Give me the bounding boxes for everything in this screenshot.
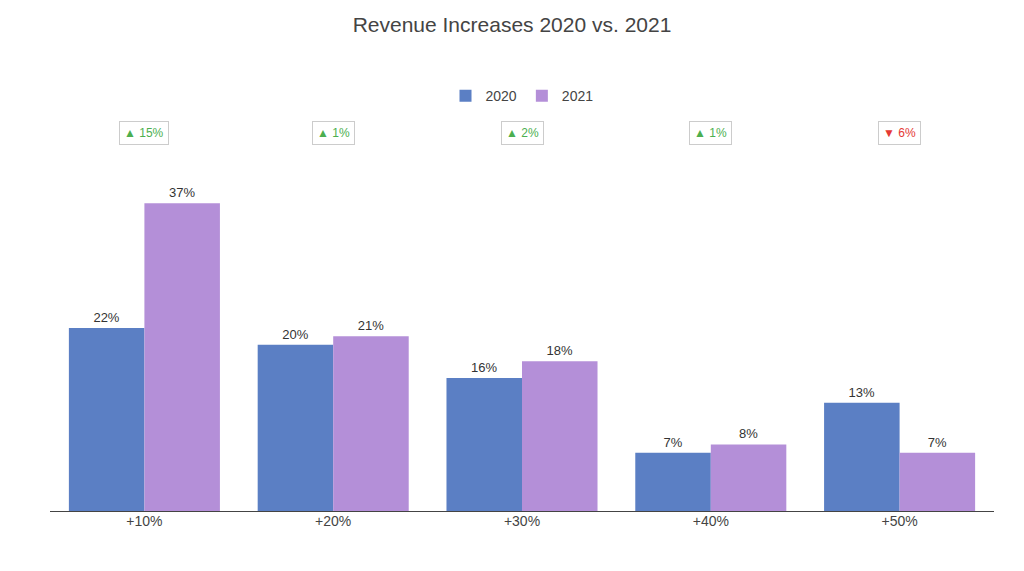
svg-text:▼ 6%: ▼ 6% (883, 126, 916, 140)
svg-text:20%: 20% (282, 327, 308, 342)
svg-text:+10%: +10% (126, 513, 162, 529)
svg-text:+30%: +30% (504, 513, 540, 529)
svg-text:16%: 16% (471, 360, 497, 375)
svg-text:2021: 2021 (562, 88, 593, 104)
svg-text:▲ 1%: ▲ 1% (694, 126, 727, 140)
svg-text:22%: 22% (93, 310, 119, 325)
svg-text:2020: 2020 (486, 88, 517, 104)
svg-text:+50%: +50% (881, 513, 917, 529)
svg-text:▲ 15%: ▲ 15% (124, 126, 164, 140)
svg-text:+20%: +20% (315, 513, 351, 529)
svg-text:+40%: +40% (693, 513, 729, 529)
svg-text:▲ 2%: ▲ 2% (506, 126, 539, 140)
svg-text:18%: 18% (547, 343, 573, 358)
svg-text:21%: 21% (358, 318, 384, 333)
svg-text:7%: 7% (663, 435, 682, 450)
svg-text:Revenue Increases 2020 vs. 202: Revenue Increases 2020 vs. 2021 (353, 13, 672, 36)
svg-text:▲ 1%: ▲ 1% (317, 126, 350, 140)
svg-text:13%: 13% (849, 385, 875, 400)
svg-text:37%: 37% (169, 185, 195, 200)
svg-text:8%: 8% (739, 426, 758, 441)
svg-text:7%: 7% (928, 435, 947, 450)
